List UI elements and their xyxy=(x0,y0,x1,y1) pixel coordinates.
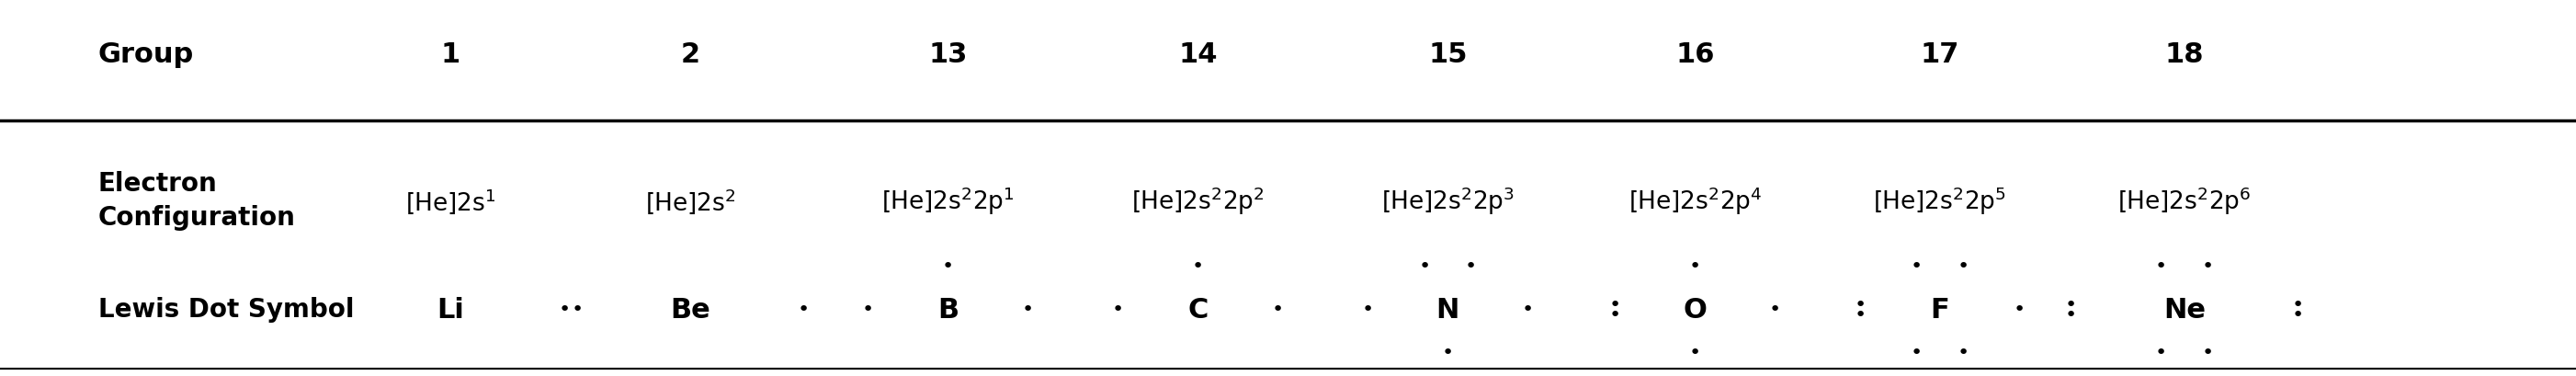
Text: 1: 1 xyxy=(440,41,461,68)
Text: 14: 14 xyxy=(1177,41,1218,68)
Text: 18: 18 xyxy=(2164,41,2205,68)
Text: •: • xyxy=(1113,301,1123,319)
Text: •: • xyxy=(2156,344,2166,362)
Text: [He]2s$^2$2p$^6$: [He]2s$^2$2p$^6$ xyxy=(2117,185,2251,217)
Text: [He]2s$^2$2p$^2$: [He]2s$^2$2p$^2$ xyxy=(1131,185,1265,217)
Text: [He]2s$^1$: [He]2s$^1$ xyxy=(404,186,497,216)
Text: •: • xyxy=(799,301,809,319)
Text: •: • xyxy=(1443,344,1453,362)
Text: •: • xyxy=(1855,296,1865,315)
Text: •: • xyxy=(1466,258,1476,276)
Text: •: • xyxy=(2202,258,2213,276)
Text: •: • xyxy=(1958,344,1968,362)
Text: •: • xyxy=(1911,344,1922,362)
Text: •: • xyxy=(2156,258,2166,276)
Text: •: • xyxy=(1911,258,1922,276)
Text: Electron
Configuration: Electron Configuration xyxy=(98,171,296,231)
Text: 16: 16 xyxy=(1674,41,1716,68)
Text: •: • xyxy=(1770,301,1780,319)
Text: 2: 2 xyxy=(680,41,701,68)
Text: Group: Group xyxy=(98,41,193,68)
Text: •: • xyxy=(1690,344,1700,362)
Text: Li: Li xyxy=(438,297,464,323)
Text: •: • xyxy=(1610,306,1620,324)
Text: C: C xyxy=(1188,297,1208,323)
Text: •: • xyxy=(1690,258,1700,276)
Text: [He]2s$^2$: [He]2s$^2$ xyxy=(644,186,737,216)
Text: •: • xyxy=(572,301,582,319)
Text: •: • xyxy=(1855,306,1865,324)
Text: •: • xyxy=(2066,296,2076,315)
Text: [He]2s$^2$2p$^1$: [He]2s$^2$2p$^1$ xyxy=(881,185,1015,217)
Text: •: • xyxy=(1193,258,1203,276)
Text: •: • xyxy=(1419,258,1430,276)
Text: •: • xyxy=(559,301,569,319)
Text: Ne: Ne xyxy=(2164,297,2205,323)
Text: [He]2s$^2$2p$^4$: [He]2s$^2$2p$^4$ xyxy=(1628,185,1762,217)
Text: B: B xyxy=(938,297,958,323)
Text: •: • xyxy=(1363,301,1373,319)
Text: •: • xyxy=(1023,301,1033,319)
Text: •: • xyxy=(863,301,873,319)
Text: •: • xyxy=(943,258,953,276)
Text: •: • xyxy=(2293,296,2303,315)
Text: •: • xyxy=(2066,306,2076,324)
Text: F: F xyxy=(1929,297,1950,323)
Text: •: • xyxy=(2014,301,2025,319)
Text: [He]2s$^2$2p$^3$: [He]2s$^2$2p$^3$ xyxy=(1381,185,1515,217)
Text: •: • xyxy=(2293,306,2303,324)
Text: •: • xyxy=(1273,301,1283,319)
Text: •: • xyxy=(1958,258,1968,276)
Text: •: • xyxy=(2202,344,2213,362)
Text: [He]2s$^2$2p$^5$: [He]2s$^2$2p$^5$ xyxy=(1873,185,2007,217)
Text: •: • xyxy=(1610,296,1620,315)
Text: •: • xyxy=(1522,301,1533,319)
Text: Lewis Dot Symbol: Lewis Dot Symbol xyxy=(98,297,353,323)
Text: 13: 13 xyxy=(927,41,969,68)
Text: O: O xyxy=(1682,297,1708,323)
Text: 17: 17 xyxy=(1919,41,1960,68)
Text: N: N xyxy=(1435,297,1461,323)
Text: 15: 15 xyxy=(1427,41,1468,68)
Text: Be: Be xyxy=(670,297,711,323)
